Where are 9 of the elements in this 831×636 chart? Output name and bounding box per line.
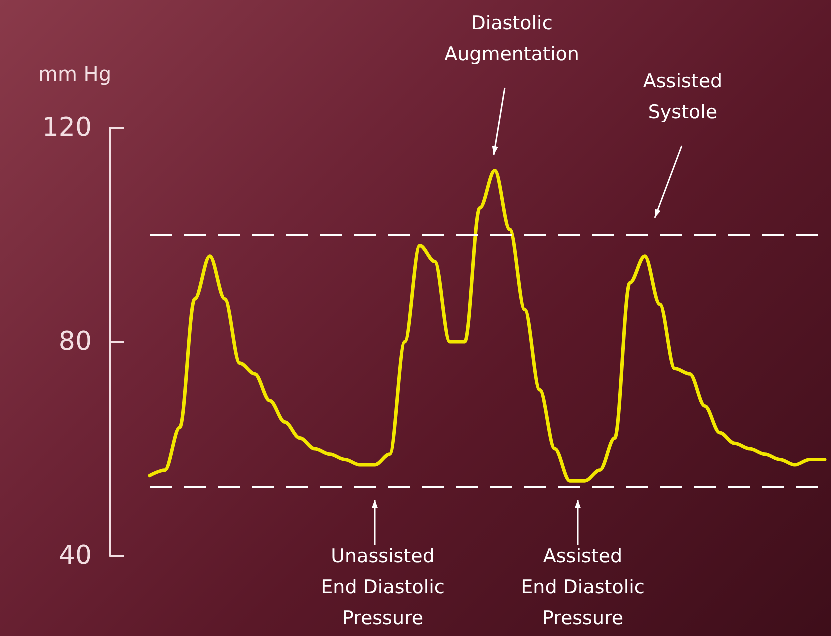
annotation: Assisted End Diastolic Pressure [521,546,645,630]
y-axis-title: mm Hg [38,62,112,86]
line-series [148,169,827,483]
y-tick-label: 80 [58,327,92,357]
y-tick-label: 40 [58,541,92,571]
annotation: Unassisted End Diastolic Pressure [321,546,445,630]
text: Assisted Systole [643,70,723,124]
text: Diastolic Augmentation [444,12,580,66]
y-tick-label: 120 [42,113,92,143]
